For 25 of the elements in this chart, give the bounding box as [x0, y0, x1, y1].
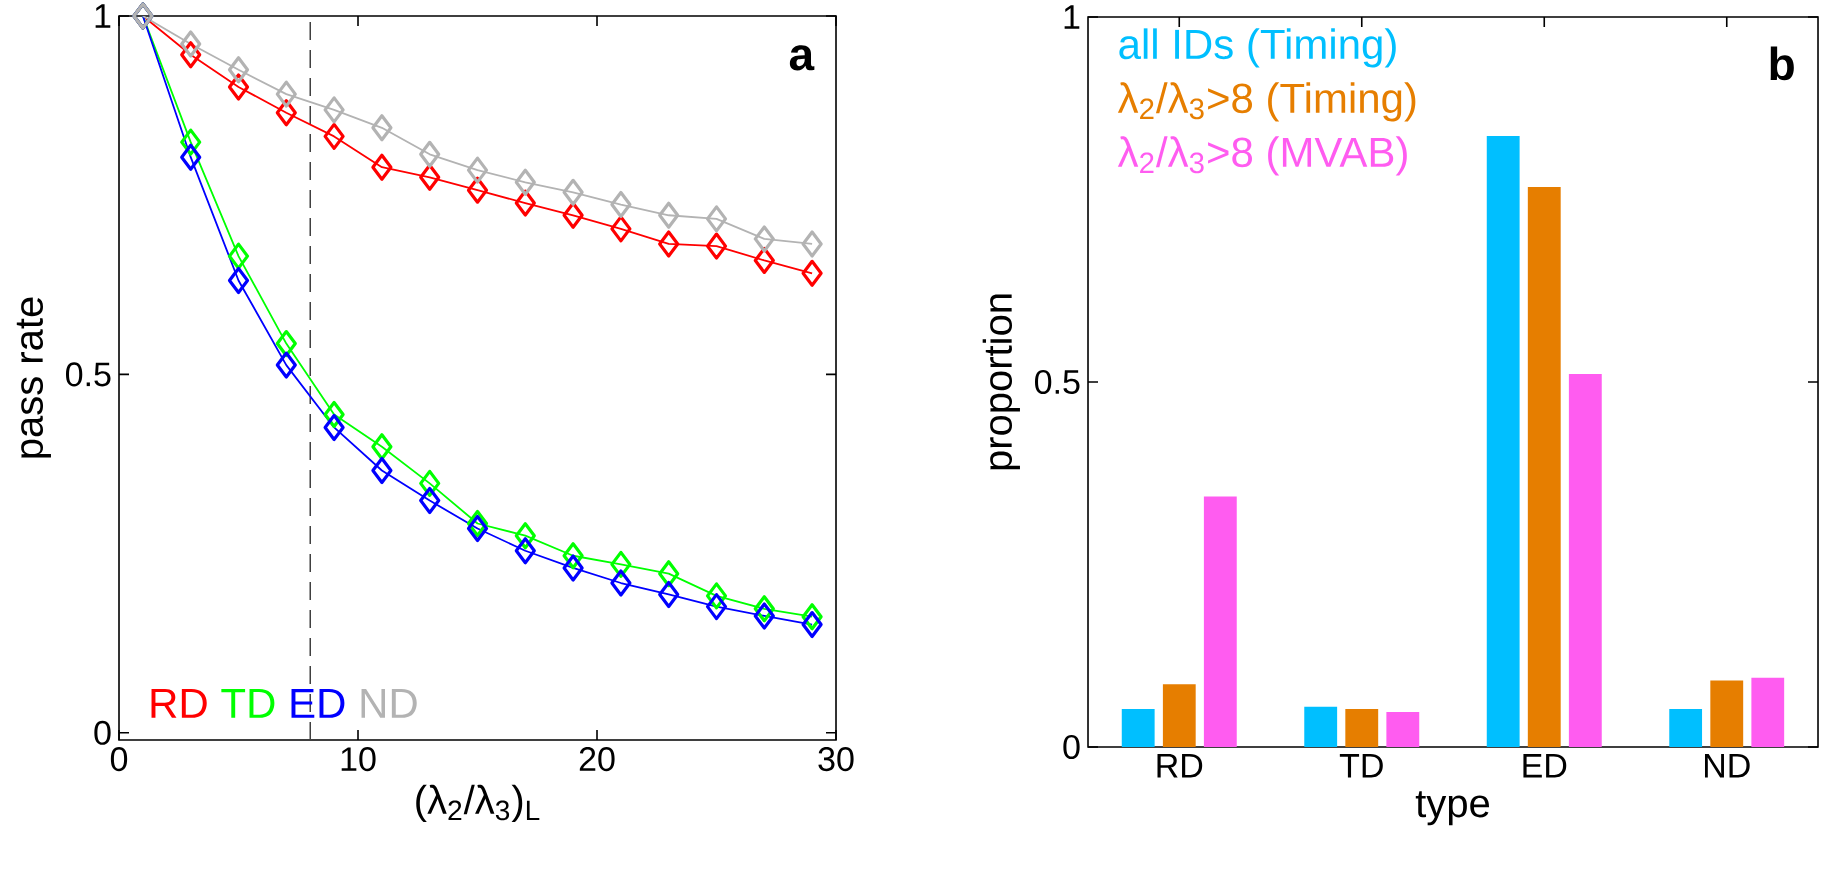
x-tick-label: 0	[110, 747, 128, 772]
x-axis-title: (λ$_{2}$/λ$_{3}$)$_{L}$	[416, 784, 540, 823]
y-tick-label: 1	[1064, 5, 1080, 29]
x-axis-title: type	[1415, 791, 1490, 826]
x-tick-label: 10	[341, 747, 376, 772]
y-tick-label: 1	[95, 4, 111, 28]
x-tick-label: 20	[579, 747, 615, 772]
y-axis-title: proportion	[982, 294, 1020, 470]
x-tick-label: 30	[818, 747, 854, 772]
y-tick-label: 0	[94, 720, 111, 745]
text: RD	[151, 688, 207, 718]
annotation: b	[1770, 46, 1794, 81]
annotation: a	[789, 45, 815, 71]
y-tick-label: 0.5	[1035, 369, 1080, 395]
y-axis-title: pass rate	[16, 297, 51, 458]
y-tick-label: 0.5	[65, 362, 111, 387]
text: TD	[221, 688, 275, 718]
x-tick-label: RD	[1157, 754, 1203, 778]
x-tick-label: ED	[1523, 754, 1567, 778]
text: ND	[361, 688, 417, 718]
text: λ$_{2}$/λ$_{3}$>8 (Timing)	[1117, 82, 1416, 122]
x-tick-label: ND	[1705, 754, 1750, 778]
text: λ$_{2}$/λ$_{3}$>8 (MVAB)	[1117, 136, 1407, 176]
text: all IDs (Timing)	[1119, 28, 1396, 68]
x-tick-label: TD	[1339, 754, 1383, 778]
